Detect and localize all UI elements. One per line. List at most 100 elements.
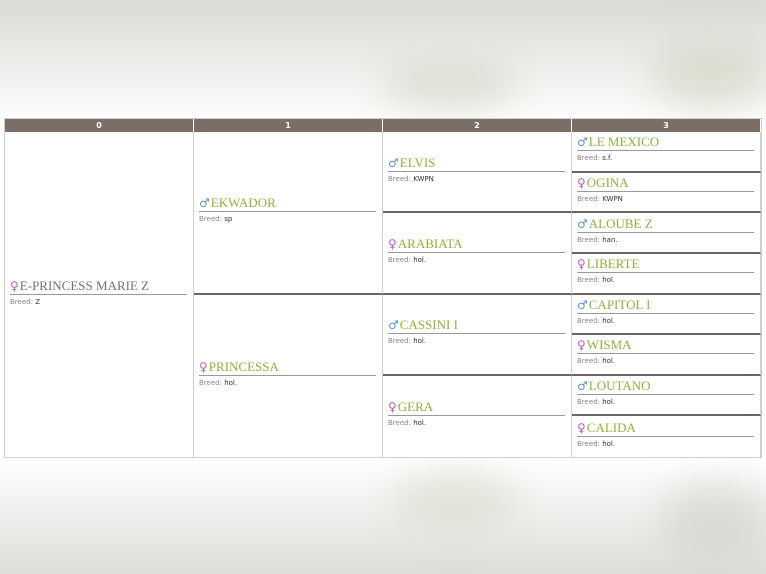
breed-label: Breed:	[577, 194, 600, 203]
female-icon: ♀	[577, 338, 586, 353]
pedigree-cell: ♂CAPITOL I Breed: hol.	[572, 294, 761, 336]
breed-value: hol.	[602, 276, 616, 285]
breed-info: Breed: hol.	[577, 398, 615, 406]
pedigree-table: 0 1 2 3 ♀E-PRINCESS MARIE Z Breed: Z ♂EKWADOR…	[4, 118, 762, 458]
pedigree-cell: ♀GERA Breed: hol.	[383, 375, 572, 457]
horse-name-link[interactable]: ♀GERA	[388, 399, 565, 417]
breed-value: hol.	[413, 419, 427, 428]
breed-info: Breed: sp	[199, 215, 232, 223]
breed-value: KWPN	[413, 174, 434, 183]
female-icon: ♀	[10, 278, 19, 293]
horse-name-link[interactable]: ♀LIBERTE	[577, 256, 754, 274]
male-icon: ♂	[388, 155, 399, 170]
horse-name-link[interactable]: ♂LOUTANO	[577, 378, 754, 396]
breed-value: hol.	[602, 398, 616, 407]
breed-label: Breed:	[388, 174, 411, 183]
horse-name: ALOUBE Z	[588, 215, 653, 231]
breed-value: hol.	[602, 357, 616, 366]
female-icon: ♀	[199, 359, 208, 374]
column-header-3: 3	[572, 119, 761, 132]
breed-info: Breed: hol.	[577, 440, 615, 448]
horse-name: LOUTANO	[588, 378, 651, 394]
breed-label: Breed:	[577, 276, 600, 285]
breed-info: Breed: s.f.	[577, 154, 612, 162]
pedigree-cell: ♂CASSINI I Breed: hol.	[383, 294, 572, 376]
column-header-2: 2	[383, 119, 572, 132]
column-header-1: 1	[194, 119, 383, 132]
breed-info: Breed: hol.	[388, 256, 426, 264]
horse-name-link[interactable]: ♂ALOUBE Z	[577, 216, 754, 233]
female-icon: ♀	[388, 236, 397, 251]
male-icon: ♂	[199, 196, 210, 211]
horse-name-link[interactable]: ♂CAPITOL I	[577, 297, 754, 314]
breed-value: hol.	[413, 255, 427, 264]
horse-name: ELVIS	[399, 154, 436, 170]
breed-label: Breed:	[388, 419, 411, 428]
breed-info: Breed: KWPN	[388, 175, 434, 183]
female-icon: ♀	[577, 175, 586, 190]
horse-name: CAPITOL I	[588, 296, 651, 312]
breed-label: Breed:	[577, 316, 600, 325]
horse-name: LIBERTE	[586, 256, 640, 272]
horse-name: EKWADOR	[210, 195, 276, 211]
pedigree-cell: ♂LE MEXICO Breed: s.f.	[572, 132, 761, 173]
breed-label: Breed:	[388, 337, 411, 346]
horse-name-link[interactable]: ♀CALIDA	[577, 420, 754, 437]
pedigree-cell: ♀WISMA Breed: hol.	[572, 335, 761, 376]
pedigree-cell: ♀ARABIATA Breed: hol.	[383, 213, 572, 295]
pedigree-cell: ♂LOUTANO Breed: hol.	[572, 375, 761, 417]
breed-info: Breed: KWPN	[577, 195, 623, 203]
male-icon: ♂	[577, 135, 588, 150]
breed-info: Breed: Z	[10, 298, 40, 306]
male-icon: ♂	[388, 318, 399, 333]
breed-value: hol.	[224, 378, 238, 387]
pedigree-cell: ♀E-PRINCESS MARIE Z Breed: Z	[5, 132, 194, 457]
horse-name-link[interactable]: ♂CASSINI I	[388, 317, 565, 335]
horse-name-link[interactable]: ♀PRINCESSA	[199, 359, 376, 376]
horse-name: CASSINI I	[399, 317, 458, 333]
horse-name-link[interactable]: ♀ARABIATA	[388, 236, 565, 253]
breed-info: Breed: hol.	[577, 276, 615, 284]
breed-label: Breed:	[199, 378, 222, 387]
breed-label: Breed:	[577, 398, 600, 407]
horse-name: ARABIATA	[397, 235, 463, 251]
breed-label: Breed:	[577, 439, 600, 448]
horse-name: E-PRINCESS MARIE Z	[19, 277, 150, 293]
pedigree-cell: ♀CALIDA Breed: hol.	[572, 416, 761, 457]
female-icon: ♀	[577, 420, 586, 435]
breed-label: Breed:	[10, 297, 33, 306]
column-header-0: 0	[5, 119, 194, 132]
male-icon: ♂	[577, 379, 588, 394]
horse-name-link[interactable]: ♂EKWADOR	[199, 195, 376, 213]
breed-label: Breed:	[388, 255, 411, 264]
breed-info: Breed: hol.	[388, 419, 426, 427]
breed-label: Breed:	[577, 357, 600, 366]
breed-value: KWPN	[602, 194, 623, 203]
breed-value: Z	[35, 297, 40, 306]
breed-label: Breed:	[577, 154, 600, 163]
horse-name-link[interactable]: ♂ELVIS	[388, 155, 565, 172]
horse-name-link[interactable]: ♀E-PRINCESS MARIE Z	[10, 278, 187, 295]
breed-info: Breed: hol.	[199, 379, 237, 387]
breed-value: hol.	[602, 316, 616, 325]
breed-value: hol.	[413, 337, 427, 346]
horse-name: WISMA	[586, 337, 632, 353]
pedigree-cell: ♂ELVIS Breed: KWPN	[383, 132, 572, 214]
pedigree-cell: ♀LIBERTE Breed: hol.	[572, 253, 761, 295]
pedigree-cell: ♂ALOUBE Z Breed: han.	[572, 213, 761, 254]
horse-name-link[interactable]: ♀OGINA	[577, 175, 754, 192]
breed-value: hol.	[602, 439, 616, 448]
breed-info: Breed: hol.	[388, 337, 426, 345]
breed-value: han.	[602, 235, 618, 244]
male-icon: ♂	[577, 297, 588, 312]
breed-value: s.f.	[602, 154, 613, 163]
female-icon: ♀	[388, 400, 397, 415]
breed-label: Breed:	[577, 235, 600, 244]
male-icon: ♂	[577, 216, 588, 231]
breed-info: Breed: hol.	[577, 317, 615, 325]
horse-name-link[interactable]: ♀WISMA	[577, 337, 754, 355]
horse-name-link[interactable]: ♂LE MEXICO	[577, 134, 754, 152]
horse-name: GERA	[397, 399, 434, 415]
female-icon: ♀	[577, 257, 586, 272]
breed-info: Breed: hol.	[577, 357, 615, 365]
